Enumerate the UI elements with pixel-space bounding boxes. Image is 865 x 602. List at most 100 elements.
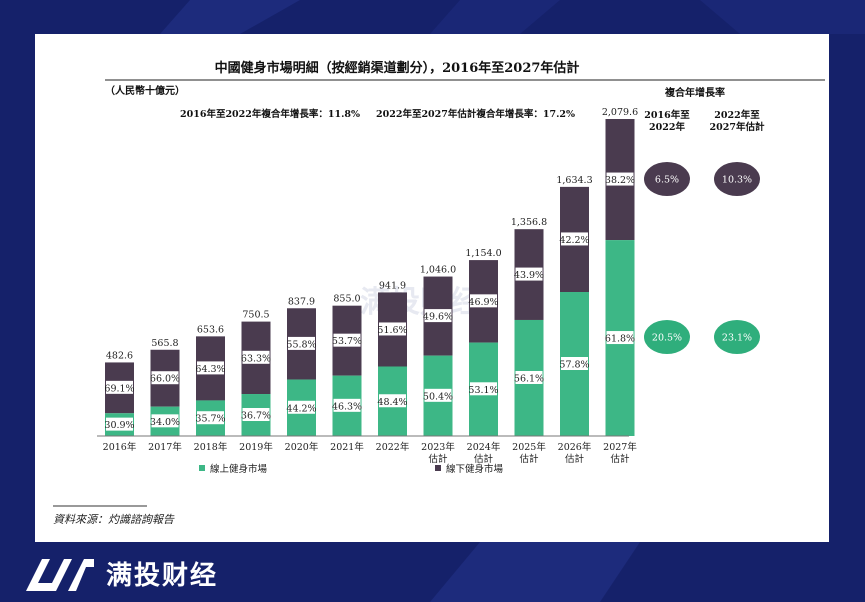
x-tick-label-1: 2017年 bbox=[148, 441, 182, 453]
cagr-bubble-0-0 bbox=[644, 162, 690, 196]
cagr-bubble-0-1 bbox=[714, 162, 760, 196]
share-label-offline-5: 53.7% bbox=[332, 336, 362, 347]
share-label-online-6: 48.4% bbox=[377, 397, 407, 408]
cagr-value-0-1: 10.3% bbox=[722, 175, 752, 186]
share-label-bg-offline-6 bbox=[379, 322, 406, 336]
share-label-bg-online-5 bbox=[333, 398, 361, 412]
share-label-bg-online-11 bbox=[606, 331, 634, 345]
share-label-offline-2: 64.3% bbox=[195, 364, 225, 375]
unit-label: （人民幣十億元） bbox=[105, 84, 185, 97]
share-label-bg-online-3 bbox=[242, 408, 270, 422]
total-label-6: 941.9 bbox=[379, 280, 406, 291]
cagr-table-title: 複合年增長率 bbox=[664, 86, 725, 99]
x-tick-label-2: 2018年 bbox=[194, 441, 228, 453]
cagr-table: 複合年增長率 2016年至2022年 2022年至2027年估計 6.5% 10.3%… bbox=[644, 86, 765, 354]
x-tick-label-11-line2: 估計 bbox=[610, 453, 630, 465]
share-label-offline-4: 55.8% bbox=[286, 339, 316, 350]
x-tick-labels: 2016年 2017年 2018年 2019年 2020年 2021年 2022年 2023年… bbox=[103, 441, 638, 465]
x-tick-label-6: 2022年 bbox=[376, 441, 410, 453]
total-label-10: 1,634.3 bbox=[556, 175, 592, 186]
share-label-bg-offline-9 bbox=[515, 267, 543, 281]
x-tick-label-10-line2: 估計 bbox=[565, 453, 585, 465]
x-tick-label-0: 2016年 bbox=[103, 441, 137, 453]
legend-swatch-offline bbox=[435, 465, 441, 471]
x-tick-label-7-line2: 估計 bbox=[428, 453, 448, 465]
share-label-online-0: 30.9% bbox=[104, 420, 134, 431]
share-label-bg-online-6 bbox=[379, 394, 406, 408]
share-label-offline-6: 51.6% bbox=[377, 325, 407, 336]
cagr-table-body: 2016年至2022年 2022年至2027年估計 6.5% 10.3% 20.5% 23… bbox=[644, 109, 765, 354]
share-label-offline-1: 66.0% bbox=[150, 374, 180, 385]
share-label-bg-offline-3 bbox=[242, 350, 270, 364]
chart: 满投财经 中國健身市場明細（按經銷渠道劃分），2016年至2027年估計 （人民… bbox=[53, 60, 825, 526]
share-label-bg-offline-10 bbox=[561, 232, 588, 246]
x-tick-label-10: 2026年 bbox=[558, 441, 592, 453]
share-label-offline-9: 43.9% bbox=[514, 270, 544, 281]
chart-panel: 满投财经 中國健身市場明細（按經銷渠道劃分），2016年至2027年估計 （人民… bbox=[35, 34, 829, 542]
share-label-online-10: 57.8% bbox=[559, 360, 589, 371]
share-label-online-2: 35.7% bbox=[195, 414, 225, 425]
total-label-11: 2,079.6 bbox=[602, 107, 638, 118]
share-label-offline-8: 46.9% bbox=[468, 297, 498, 308]
bars-group: 482.6 69.1% 30.9% 565.8 66.0% 34.0% 653.6 64.3%… bbox=[104, 107, 638, 436]
total-label-3: 750.5 bbox=[242, 310, 269, 321]
total-label-1: 565.8 bbox=[151, 338, 178, 349]
x-tick-label-3: 2019年 bbox=[239, 441, 273, 453]
source-note: 資料來源：灼識諮詢報告 bbox=[53, 513, 175, 526]
x-tick-label-11: 2027年 bbox=[603, 441, 637, 453]
share-label-bg-offline-4 bbox=[288, 336, 315, 350]
share-label-bg-online-9 bbox=[515, 370, 543, 384]
x-tick-label-9: 2025年 bbox=[512, 441, 546, 453]
share-label-online-1: 34.0% bbox=[150, 417, 180, 428]
share-label-offline-10: 42.2% bbox=[559, 235, 589, 246]
share-label-bg-offline-8 bbox=[470, 294, 497, 308]
share-label-bg-online-1 bbox=[151, 414, 179, 428]
cagr-note-2: 2022年至2027年估計複合年增長率：17.2% bbox=[376, 108, 575, 120]
share-label-bg-online-10 bbox=[561, 357, 588, 371]
share-label-online-9: 56.1% bbox=[514, 373, 544, 384]
share-label-online-11: 61.8% bbox=[605, 334, 635, 345]
cagr-value-1-1: 23.1% bbox=[722, 333, 752, 344]
total-label-5: 855.0 bbox=[333, 294, 360, 305]
brand-name: 满投财经 bbox=[106, 560, 219, 591]
total-label-7: 1,046.0 bbox=[420, 265, 456, 276]
share-label-offline-0: 69.1% bbox=[104, 383, 134, 394]
legend-swatch-online bbox=[199, 465, 205, 471]
share-label-bg-online-0 bbox=[106, 417, 133, 431]
share-label-bg-online-2 bbox=[197, 411, 224, 425]
share-label-offline-11: 38.2% bbox=[605, 175, 635, 186]
x-tick-label-8: 2024年 bbox=[467, 441, 501, 453]
share-label-bg-offline-0 bbox=[106, 380, 133, 394]
x-tick-label-9-line2: 估計 bbox=[519, 453, 539, 465]
x-tick-label-8-line2: 估計 bbox=[474, 453, 494, 465]
share-label-online-4: 44.2% bbox=[286, 403, 316, 414]
share-label-online-7: 50.4% bbox=[423, 391, 453, 402]
share-label-bg-offline-1 bbox=[151, 371, 179, 385]
share-label-bg-offline-2 bbox=[197, 361, 224, 375]
share-label-bg-online-7 bbox=[424, 388, 452, 402]
share-label-offline-3: 63.3% bbox=[241, 353, 271, 364]
legend-label-online: 線上健身市場 bbox=[210, 463, 268, 475]
cagr-header-1: 2022年至 bbox=[714, 109, 760, 121]
brand-footer: 满投财经 bbox=[24, 548, 218, 598]
legend: 線上健身市場 線下健身市場 bbox=[199, 463, 504, 475]
chart-title: 中國健身市場明細（按經銷渠道劃分），2016年至2027年估計 bbox=[215, 60, 580, 76]
cagr-value-0-0: 6.5% bbox=[655, 175, 679, 186]
cagr-header-0-line2: 2022年 bbox=[649, 121, 685, 133]
cagr-header-1-line2: 2027年估計 bbox=[710, 121, 765, 133]
share-label-bg-online-4 bbox=[288, 400, 315, 414]
cagr-bubble-1-1 bbox=[714, 320, 760, 354]
cagr-value-1-0: 20.5% bbox=[652, 333, 682, 344]
total-label-0: 482.6 bbox=[106, 350, 133, 361]
legend-label-offline: 線下健身市場 bbox=[446, 463, 504, 475]
share-label-offline-7: 49.6% bbox=[423, 312, 453, 323]
share-label-bg-offline-11 bbox=[606, 172, 634, 186]
mantou-logo-icon bbox=[26, 559, 94, 591]
cagr-bubble-1-0 bbox=[644, 320, 690, 354]
cagr-header-0: 2016年至 bbox=[644, 109, 690, 121]
share-label-bg-offline-7 bbox=[424, 309, 452, 323]
x-tick-label-5: 2021年 bbox=[330, 441, 364, 453]
cagr-note-1: 2016年至2022年複合年增長率：11.8% bbox=[180, 108, 360, 120]
total-label-2: 653.6 bbox=[197, 324, 224, 335]
